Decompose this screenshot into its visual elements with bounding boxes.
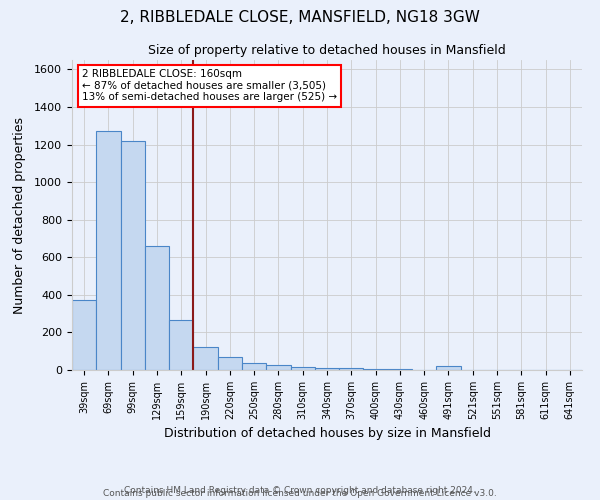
Bar [121,141,145,370]
Text: Contains HM Land Registry data © Crown copyright and database right 2024.: Contains HM Land Registry data © Crown c… [124,486,476,495]
Text: Contains public sector information licensed under the Open Government Licence v3: Contains public sector information licen… [103,488,497,498]
Bar [315,368,339,370]
Bar [436,366,461,370]
Bar [96,132,121,370]
Bar [364,368,388,370]
Bar [218,357,242,370]
Text: 2, RIBBLEDALE CLOSE, MANSFIELD, NG18 3GW: 2, RIBBLEDALE CLOSE, MANSFIELD, NG18 3GW [120,10,480,25]
Bar [169,320,193,370]
X-axis label: Distribution of detached houses by size in Mansfield: Distribution of detached houses by size … [163,428,491,440]
Bar [388,369,412,370]
Bar [266,366,290,370]
Y-axis label: Number of detached properties: Number of detached properties [13,116,26,314]
Text: 2 RIBBLEDALE CLOSE: 160sqm
← 87% of detached houses are smaller (3,505)
13% of s: 2 RIBBLEDALE CLOSE: 160sqm ← 87% of deta… [82,70,337,102]
Bar [145,246,169,370]
Bar [339,368,364,370]
Bar [242,363,266,370]
Bar [290,367,315,370]
Title: Size of property relative to detached houses in Mansfield: Size of property relative to detached ho… [148,44,506,58]
Bar [72,300,96,370]
Bar [193,346,218,370]
